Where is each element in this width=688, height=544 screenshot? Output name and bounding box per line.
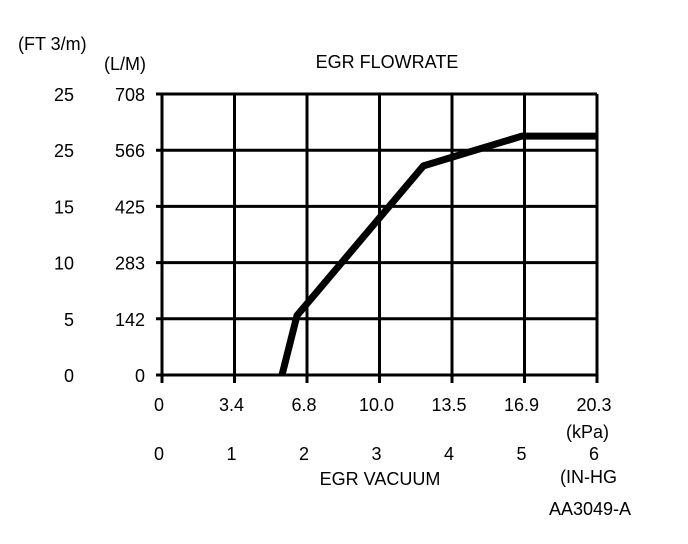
x-unit-kpa: (kPa) [566, 422, 609, 442]
figure-id: AA3049-A [549, 499, 631, 519]
x-tick-kpa: 20.3 [576, 395, 611, 415]
y-tick-lm: 425 [115, 197, 145, 217]
y-tick-labels: 0 0 142 5 283 10 425 15 566 25 708 25 [54, 85, 145, 386]
x-tick-inhg: 4 [444, 444, 454, 464]
y-tick-ft3m: 10 [54, 254, 74, 274]
x-tick-inhg: 3 [371, 444, 381, 464]
x-tick-inhg: 0 [154, 444, 164, 464]
series [278, 132, 597, 376]
x-unit-inhg: (IN-HG [560, 467, 617, 487]
x-tick-inhg: 2 [299, 444, 309, 464]
x-tick-kpa: 13.5 [431, 395, 466, 415]
y-unit-right: (L/M) [104, 54, 146, 74]
y-tick-lm: 566 [115, 141, 145, 161]
y-tick-ft3m: 15 [54, 197, 74, 217]
x-tick-kpa: 6.8 [291, 395, 316, 415]
x-tick-kpa: 10.0 [359, 395, 394, 415]
y-tick-ft3m: 25 [54, 141, 74, 161]
grid [156, 92, 599, 383]
x-tick-kpa: 3.4 [219, 395, 244, 415]
chart-title: EGR FLOWRATE [316, 52, 459, 72]
y-tick-ft3m: 25 [54, 85, 74, 105]
y-tick-lm: 283 [115, 254, 145, 274]
flowrate-curve [278, 132, 597, 376]
x-tick-inhg: 6 [589, 444, 599, 464]
y-tick-ft3m: 5 [64, 310, 74, 330]
x-tick-labels: 0 3.4 6.8 10.0 13.5 16.9 20.3 0 1 2 3 4 5 6 [154, 395, 612, 464]
x-tick-inhg: 1 [226, 444, 236, 464]
x-tick-inhg: 5 [516, 444, 526, 464]
x-tick-kpa: 16.9 [504, 395, 539, 415]
y-unit-left: (FT 3/m) [18, 34, 87, 54]
y-tick-ft3m: 0 [64, 366, 74, 386]
y-tick-lm: 0 [135, 366, 145, 386]
y-tick-lm: 142 [115, 310, 145, 330]
x-tick-kpa: 0 [154, 395, 164, 415]
x-axis-label: EGR VACUUM [320, 469, 441, 489]
y-tick-lm: 708 [115, 85, 145, 105]
